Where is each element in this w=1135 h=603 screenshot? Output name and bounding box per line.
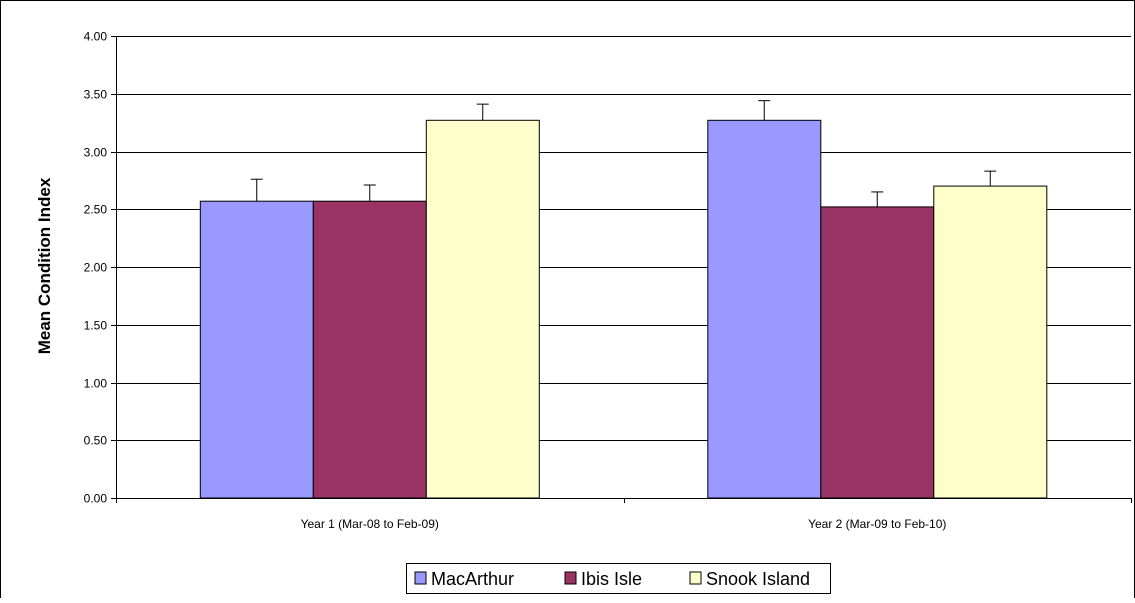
bar [199,200,314,499]
y-tick-label: 2.00 [84,261,108,275]
y-tick-label: 1.00 [84,377,108,391]
legend-swatch [414,571,427,585]
bar [933,185,1048,499]
y-tick-label: 3.50 [84,88,108,102]
axes: 0.00 0.50 1.00 1.50 2.00 2.50 3.00 3.50 4.00 Year… [84,30,1132,531]
y-tick-label: 0.00 [84,492,108,506]
legend-label: Snook Island [706,569,810,589]
x-category-label: Year 2 (Mar-09 to Feb-10) [808,517,946,531]
legend-swatch [564,571,577,585]
bar [820,206,935,499]
y-tick-label: 3.00 [84,146,108,160]
bar [425,119,540,499]
x-category-label: Year 1 (Mar-08 to Feb-09) [301,517,439,531]
y-axis-label: Mean Condition Index [35,177,54,354]
legend-box [406,563,831,594]
bar [707,119,822,499]
bar [312,200,427,499]
legend-label: Ibis Isle [581,569,642,589]
legend-label: MacArthur [431,569,514,589]
legend: MacArthur Ibis Isle Snook Island [406,563,831,594]
y-tick-label: 1.50 [84,319,108,333]
y-tick-label: 2.50 [84,203,108,217]
y-tick-label: 4.00 [84,30,108,44]
y-tick-label: 0.50 [84,434,108,448]
error-bars [250,100,997,207]
legend-swatch [689,571,702,585]
bars [199,119,1048,499]
